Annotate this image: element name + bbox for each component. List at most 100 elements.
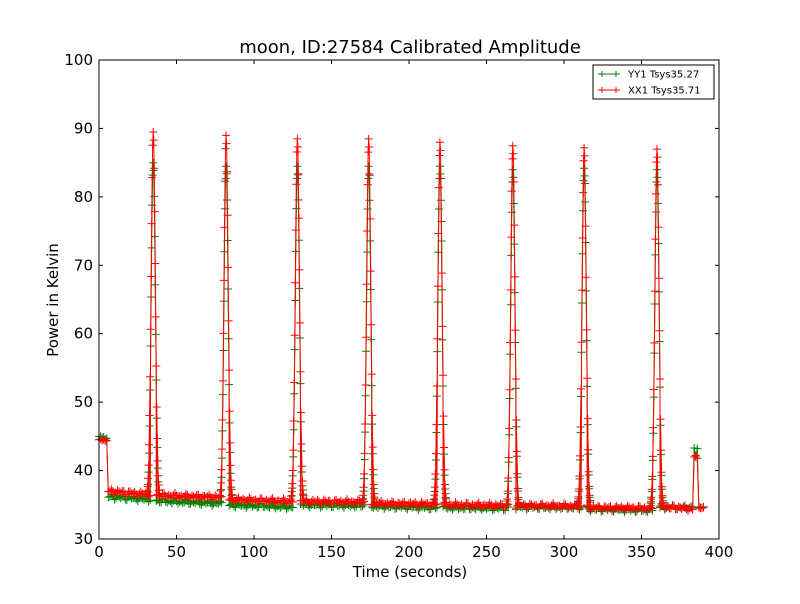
data-point [143,486,152,495]
data-point [617,502,626,511]
data-point [107,485,116,494]
data-point [657,446,666,455]
data-point [148,173,157,182]
data-point [580,151,589,160]
data-point [432,420,441,429]
data-point [507,233,516,242]
legend-marker [599,71,619,77]
axis-ticks: 0 50 100 150 200 250 300 350 400 30 40 50 60 70 80 90 10… [64,51,733,561]
data-point [579,156,588,165]
data-point [151,312,160,321]
x-tick-label: 50 [167,543,186,561]
data-point [224,263,233,272]
data-point [153,434,162,443]
x-tick-label: 300 [550,543,579,561]
y-tick-label: 30 [74,530,93,548]
data-point [366,214,375,223]
data-point [651,189,660,198]
data-point [297,462,306,471]
data-point [431,500,440,509]
data-point [292,148,301,157]
data-point [431,449,440,458]
data-point [155,486,164,495]
data-point [279,494,288,503]
data-point [225,366,234,375]
data-point [436,174,445,183]
data-point [149,128,158,137]
legend-label: XX1 Tsys35.71 [628,86,701,97]
data-point [511,326,520,335]
data-point [152,361,161,370]
data-point [574,492,583,501]
data-point [149,158,158,167]
data-point [218,376,227,385]
data-point [425,502,434,511]
data-point [316,500,325,509]
data-point [429,495,438,504]
data-point [508,154,517,163]
data-point [513,484,522,493]
data-point [654,274,663,283]
data-point [292,180,301,189]
data-point [289,417,298,426]
data-point [578,234,587,243]
data-point [503,487,512,496]
data-point [287,487,296,496]
data-point [369,480,378,489]
data-point [154,480,163,489]
data-point [298,476,307,485]
data-point [510,221,519,230]
data-point [512,415,521,424]
data-point [451,498,460,507]
x-axis-label: Time (seconds) [352,563,468,581]
data-point [296,408,305,417]
data-point [294,214,303,223]
data-point [208,495,217,504]
data-point [362,333,371,342]
y-tick-label: 70 [74,256,93,274]
data-point [594,501,603,510]
data-point [360,449,369,458]
data-point [431,469,440,478]
data-point [287,492,296,501]
data-point [153,456,162,465]
data-point [440,443,449,452]
data-point [583,374,592,383]
data-point [649,423,658,432]
y-tick-label: 90 [74,119,93,137]
data-point [226,438,235,447]
data-point [360,497,369,506]
data-point [221,144,230,153]
data-point [363,180,372,189]
data-point [364,148,373,157]
data-point [294,170,303,179]
data-point [146,325,155,334]
data-point [648,504,657,513]
data-point [291,278,300,287]
data-point [144,461,153,470]
data-point [504,500,513,509]
data-point [650,338,659,347]
data-point [693,454,702,463]
data-point [656,415,665,424]
data-point [651,235,660,244]
data-point [584,467,593,476]
data-point [358,495,367,504]
data-point [440,465,449,474]
data-point [288,498,297,507]
data-point [522,504,531,513]
data-point [658,491,667,500]
data-point [226,461,235,470]
data-point [288,466,297,475]
data-point [299,491,308,500]
data-point [438,322,447,331]
y-tick-label: 100 [64,51,93,69]
data-point [293,162,302,171]
data-point [216,478,225,487]
data-point [217,465,226,474]
data-point [656,374,665,383]
data-point [433,282,442,291]
data-point [576,423,585,432]
data-point [505,385,514,394]
data-point [434,183,443,192]
